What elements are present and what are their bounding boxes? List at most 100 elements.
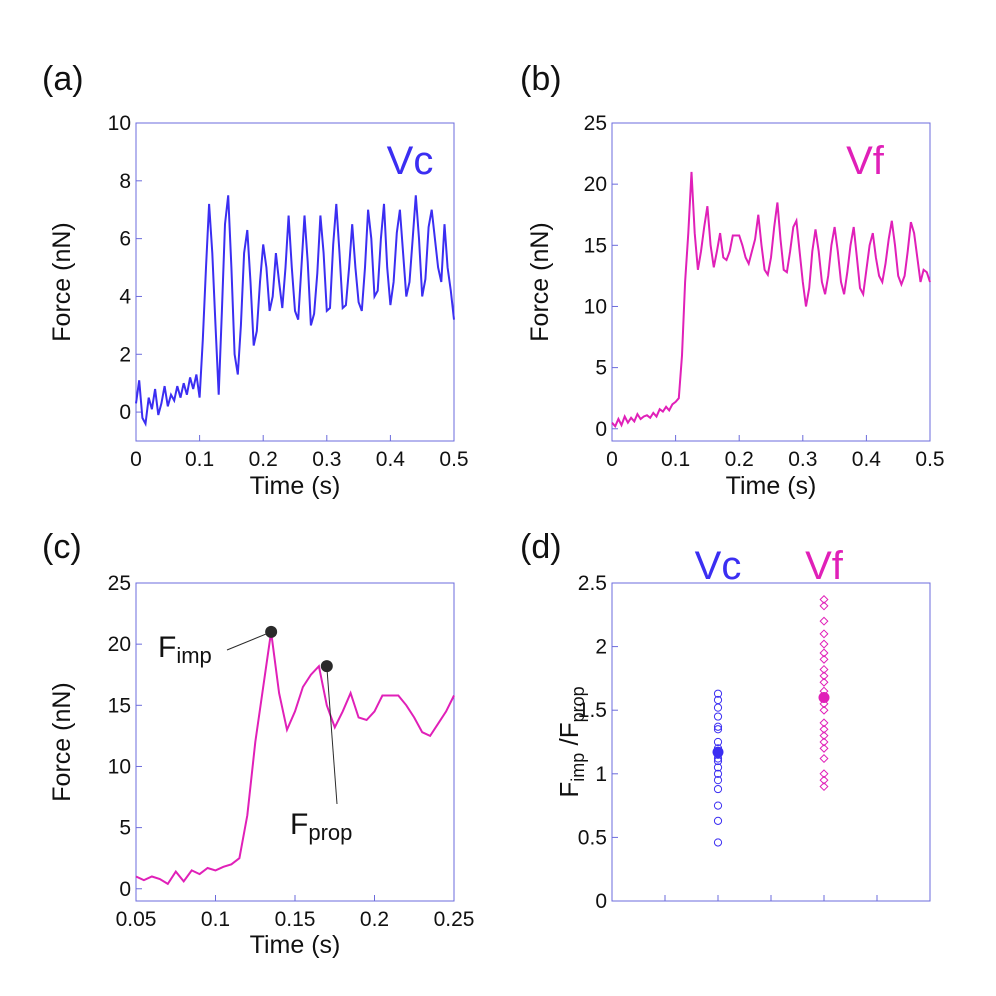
panel-d-vc-point — [713, 769, 723, 778]
panel-a-x-tick-label: 0.3 — [312, 448, 341, 471]
panel-d-vc-point — [713, 784, 723, 794]
panel-c-label: (c) — [42, 528, 82, 566]
panel-b-x-tick-label: 0.5 — [915, 448, 944, 471]
panel-d-vf-mean-point — [818, 691, 830, 703]
panel-d-vc-point — [713, 689, 723, 698]
panel-c-y-tick-label: 15 — [108, 694, 131, 717]
panel-b-y-tick-label: 10 — [584, 295, 607, 318]
panel-d-vf-point — [819, 629, 829, 639]
panel-d-vf-point — [819, 601, 829, 611]
panel-a-y-ticks: 0 2 4 6 8 10 — [108, 112, 142, 424]
panel-d-vc-point — [713, 725, 723, 734]
panel-b-x-ticks: 0 0.1 0.2 0.3 0.4 0.5 — [606, 435, 945, 471]
panel-b-x-axis-label: Time (s) — [726, 472, 817, 500]
panel-b-label: (b) — [520, 60, 562, 98]
panel-d-vf-point — [819, 769, 829, 779]
panel-b-y-ticks: 0 5 10 15 20 25 — [584, 112, 618, 441]
panel-d-vf-point — [819, 724, 829, 734]
panel-c-x-tick-label: 0.1 — [201, 908, 230, 931]
panel-a-x-tick-label: 0.2 — [249, 448, 278, 471]
panel-a-x-tick-label: 0 — [130, 448, 142, 471]
panel-d-vf-point — [819, 677, 829, 687]
panel-c-x-axis-label: Time (s) — [250, 931, 341, 959]
panel-c-y-axis-label: Force (nN) — [48, 682, 76, 801]
panel-b-x-tick-label: 0.3 — [788, 448, 817, 471]
panel-b: (b) 0 0.1 0.2 0.3 0.4 0.5 0 5 10 15 20 25 Vf Time … — [520, 60, 945, 500]
panel-d-y-axis-label: Fimp /Fprop — [554, 686, 588, 797]
panel-d-vc-mean-point — [712, 746, 724, 758]
panel-c-x-ticks: 0.05 0.1 0.15 0.2 0.25 — [116, 895, 475, 931]
panel-d-vf-point — [819, 671, 829, 681]
panel-a: (a) 0 0.1 0.2 0.3 0.4 0.5 0 2 4 6 8 10 Vc Time (s)… — [42, 60, 469, 500]
panel-a-x-tick-label: 0.1 — [185, 448, 214, 471]
panel-d-vc-point — [713, 712, 723, 721]
panel-b-y-tick-label: 20 — [584, 173, 607, 196]
panel-b-y-tick-label: 15 — [584, 234, 607, 257]
panel-d-vf-point — [819, 648, 829, 658]
panel-b-x-tick-label: 0.2 — [725, 448, 754, 471]
panel-c-y-tick-label: 20 — [108, 633, 131, 656]
panel-b-vf-line — [611, 171, 931, 429]
panel-d-vf-point — [819, 754, 829, 764]
panel-c-y-tick-label: 0 — [119, 878, 131, 901]
panel-c-y-tick-label: 5 — [119, 817, 131, 840]
panel-d-y-tick-label: 2 — [595, 636, 607, 659]
panel-c-f-prop-label: Fprop — [290, 808, 352, 845]
panel-b-vf-annotation: Vf — [846, 139, 885, 183]
panel-d-vf-point — [819, 705, 829, 715]
panel-a-vc-line — [135, 195, 455, 427]
panel-d-vf-point — [819, 699, 829, 709]
panel-a-label: (a) — [42, 60, 84, 98]
panel-d-vc-point — [713, 703, 723, 712]
panel-c-x-tick-label: 0.25 — [434, 908, 475, 931]
panel-c-f-imp-label: Fimp — [158, 631, 212, 668]
panel-a-y-tick-label: 4 — [119, 285, 131, 308]
panel-c-x-tick-label: 0.15 — [275, 908, 316, 931]
panel-a-y-tick-label: 2 — [119, 343, 131, 366]
panel-d-vf-point — [819, 718, 829, 728]
panel-a-y-tick-label: 8 — [119, 170, 131, 193]
panel-c-f-imp-point — [265, 625, 278, 638]
panel-d-vf-point — [819, 737, 829, 747]
panel-b-y-tick-label: 0 — [595, 418, 607, 441]
panel-a-x-tick-label: 0.4 — [376, 448, 406, 471]
panel-d-y-tick-label: 1.5 — [578, 699, 607, 722]
panel-d-vc-point — [713, 801, 723, 810]
panel-c-vf-line — [135, 631, 455, 886]
panel-d-label: (d) — [520, 528, 562, 566]
panel-d-x-ticks — [664, 895, 878, 901]
panel-d-vf-point — [819, 616, 829, 626]
panel-c-plot-frame — [135, 582, 455, 902]
panel-a-x-ticks: 0 0.1 0.2 0.3 0.4 0.5 — [130, 435, 469, 471]
panel-c-y-ticks: 0 5 10 15 20 25 — [108, 572, 142, 901]
panel-c-f-imp-leader-line — [226, 631, 272, 651]
panel-b-y-tick-label: 5 — [595, 357, 607, 380]
panel-d: (d) 0 0.5 1 1.5 2 2.5 Vc Vf Fimp /Fprop — [520, 528, 931, 913]
panel-d-vc-point — [713, 838, 723, 847]
panel-d-y-tick-label: 2.5 — [578, 572, 607, 595]
panel-d-y-ticks: 0 0.5 1 1.5 2 2.5 — [578, 572, 618, 913]
panel-d-y-tick-label: 1 — [595, 763, 607, 786]
panel-d-vf-point — [819, 743, 829, 753]
panel-c-y-tick-label: 10 — [108, 755, 131, 778]
panel-a-vc-annotation: Vc — [387, 139, 434, 183]
panel-b-x-tick-label: 0.1 — [661, 448, 690, 471]
panel-d-points — [712, 595, 830, 847]
panel-d-vc-point — [713, 722, 723, 731]
panel-d-vc-point — [713, 816, 723, 825]
panel-d-vc-point — [713, 763, 723, 772]
panel-b-y-tick-label: 25 — [584, 112, 607, 135]
panel-d-y-tick-label: 0 — [595, 890, 607, 913]
panel-d-vf-point — [819, 664, 829, 675]
panel-d-vf-point — [819, 654, 829, 664]
panel-d-vf-point — [819, 731, 829, 741]
panel-a-plot-frame — [135, 122, 455, 442]
panel-a-y-tick-label: 0 — [119, 401, 131, 424]
panel-a-y-tick-label: 6 — [119, 228, 131, 251]
panel-c-x-tick-label: 0.2 — [360, 908, 389, 931]
panel-d-plot-frame — [611, 582, 931, 902]
panel-d-y-tick-label: 0.5 — [578, 826, 607, 849]
panel-b-y-axis-label: Force (nN) — [526, 222, 554, 341]
panel-d-vf-point — [819, 639, 829, 649]
